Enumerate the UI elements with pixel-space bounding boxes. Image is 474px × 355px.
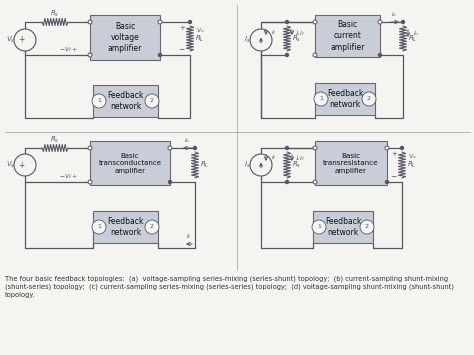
Text: Basic
transresistance
amplifier: Basic transresistance amplifier: [323, 153, 379, 174]
FancyBboxPatch shape: [315, 83, 375, 115]
Circle shape: [313, 20, 317, 24]
FancyBboxPatch shape: [93, 85, 158, 117]
Text: Feedback
network: Feedback network: [325, 217, 361, 237]
Text: Basic
transconductance
amplifier: Basic transconductance amplifier: [99, 153, 162, 174]
Circle shape: [193, 146, 197, 150]
Text: $R_s$: $R_s$: [50, 135, 60, 145]
FancyBboxPatch shape: [93, 211, 158, 243]
Text: Feedback
network: Feedback network: [107, 217, 144, 237]
Text: 2: 2: [150, 224, 154, 229]
FancyBboxPatch shape: [315, 141, 387, 185]
Circle shape: [168, 180, 172, 184]
Circle shape: [285, 146, 289, 150]
Text: Feedback
network: Feedback network: [327, 89, 363, 109]
Circle shape: [145, 94, 159, 108]
Text: 2: 2: [365, 224, 369, 229]
Text: $R_L$: $R_L$: [201, 160, 210, 170]
Circle shape: [168, 146, 172, 150]
Text: $I_f$: $I_f$: [271, 154, 277, 163]
Text: $V_s$: $V_s$: [6, 160, 16, 170]
Circle shape: [88, 180, 92, 184]
Circle shape: [14, 29, 36, 51]
Text: $↓ I_f$: $↓ I_f$: [294, 153, 306, 163]
Text: 2: 2: [150, 98, 154, 104]
Text: Basic
voltage
amplifier: Basic voltage amplifier: [108, 22, 142, 53]
Text: $I_f$: $I_f$: [186, 233, 192, 241]
FancyBboxPatch shape: [313, 211, 373, 243]
Circle shape: [360, 220, 374, 234]
Circle shape: [378, 53, 382, 57]
Text: +: +: [18, 160, 24, 169]
Text: The four basic feedback topologies:  (a)  voltage-sampling series-mixing (series: The four basic feedback topologies: (a) …: [5, 275, 454, 298]
Text: $V_s$: $V_s$: [6, 35, 16, 45]
Circle shape: [385, 146, 389, 150]
Circle shape: [250, 154, 272, 176]
Text: $V_o$: $V_o$: [408, 152, 416, 161]
Circle shape: [312, 220, 326, 234]
Circle shape: [88, 146, 92, 150]
Text: $I_o$: $I_o$: [413, 29, 419, 38]
Text: $-V_f +$: $-V_f +$: [58, 45, 78, 54]
Circle shape: [92, 220, 106, 234]
Text: +: +: [179, 25, 185, 31]
Text: $V_o$: $V_o$: [196, 26, 204, 35]
Text: Basic
current
amplifier: Basic current amplifier: [330, 20, 365, 51]
Circle shape: [285, 53, 289, 57]
Text: $R_L$: $R_L$: [407, 160, 417, 170]
Text: $R_L$: $R_L$: [409, 33, 418, 44]
Circle shape: [14, 154, 36, 176]
Text: $R_s$: $R_s$: [292, 160, 301, 170]
Text: $I_s$: $I_s$: [244, 35, 250, 45]
Text: 1: 1: [97, 98, 101, 104]
Circle shape: [92, 94, 106, 108]
Circle shape: [378, 20, 382, 24]
Text: +: +: [18, 36, 24, 44]
FancyBboxPatch shape: [90, 15, 160, 60]
Text: $R_s$: $R_s$: [50, 9, 60, 19]
Text: Feedback
network: Feedback network: [107, 91, 144, 111]
Text: 1: 1: [319, 97, 323, 102]
Text: $R_s$: $R_s$: [292, 33, 301, 44]
Circle shape: [88, 20, 92, 24]
Circle shape: [313, 180, 317, 184]
Text: $-$: $-$: [390, 170, 398, 179]
Text: 2: 2: [367, 97, 371, 102]
FancyBboxPatch shape: [90, 141, 170, 185]
Circle shape: [250, 29, 272, 51]
Circle shape: [158, 20, 162, 24]
Circle shape: [285, 180, 289, 184]
Text: $↓ I_f$: $↓ I_f$: [294, 28, 306, 38]
Text: $I_f$: $I_f$: [271, 28, 277, 37]
Text: $I_s$: $I_s$: [244, 160, 250, 170]
Text: 1: 1: [317, 224, 321, 229]
FancyBboxPatch shape: [315, 15, 380, 57]
Circle shape: [158, 53, 162, 57]
Circle shape: [188, 20, 192, 24]
Circle shape: [313, 53, 317, 57]
Circle shape: [314, 92, 328, 106]
Text: 1: 1: [97, 224, 101, 229]
Text: $R_L$: $R_L$: [195, 33, 205, 44]
Text: +: +: [391, 151, 397, 157]
Circle shape: [401, 20, 405, 24]
Circle shape: [313, 146, 317, 150]
Circle shape: [285, 20, 289, 24]
Circle shape: [362, 92, 376, 106]
Circle shape: [145, 220, 159, 234]
Circle shape: [88, 53, 92, 57]
Text: $-V_f +$: $-V_f +$: [58, 173, 78, 181]
Text: $I_o$: $I_o$: [184, 137, 190, 146]
Circle shape: [385, 180, 389, 184]
Circle shape: [400, 146, 404, 150]
Text: $I_o$: $I_o$: [391, 11, 397, 20]
Text: $-$: $-$: [178, 43, 186, 52]
